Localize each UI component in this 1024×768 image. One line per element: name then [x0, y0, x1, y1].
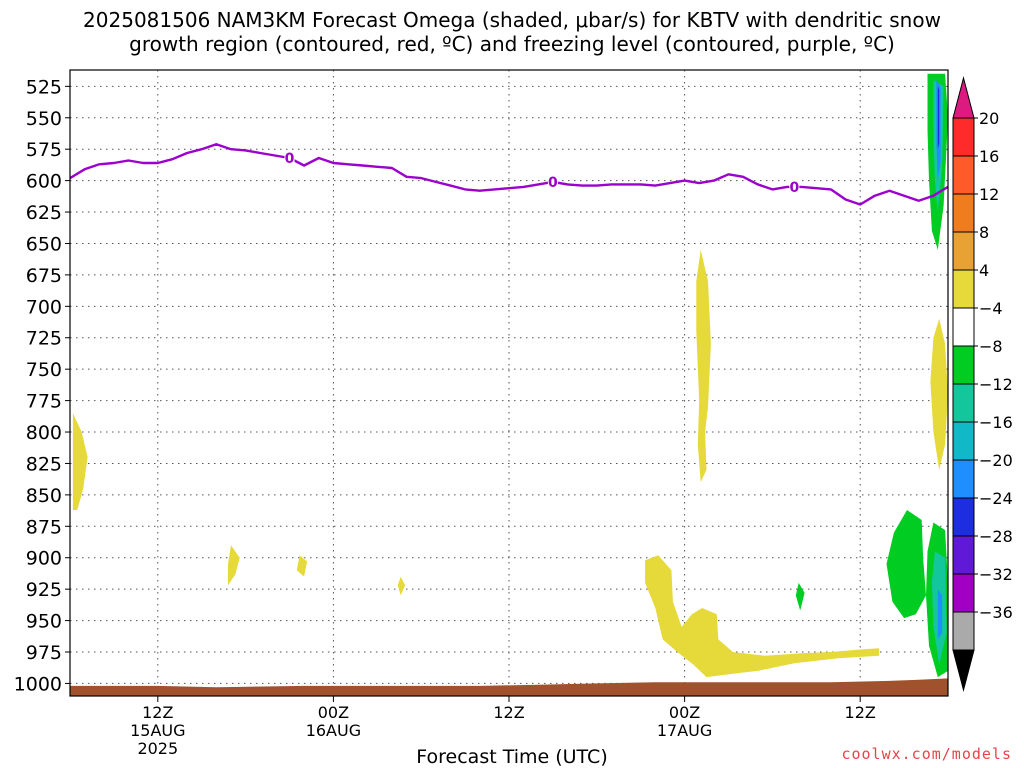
colorbar-bottom-arrow	[952, 649, 975, 692]
omega-region-14	[937, 589, 943, 640]
y-tick-label-625: 625	[26, 202, 62, 224]
colorbar-label-1: 16	[979, 147, 999, 166]
terrain-fill	[70, 678, 948, 696]
freezing-level-label-2: 0	[789, 180, 799, 196]
terrain-polygon	[70, 678, 948, 696]
y-tick-label-825: 825	[26, 453, 62, 475]
y-tick-label-775: 775	[26, 391, 62, 413]
colorbar-label-12: −32	[979, 565, 1013, 584]
colorbar-swatch-11	[952, 535, 975, 575]
omega-region-5	[645, 555, 880, 678]
y-tick-label-875: 875	[26, 516, 62, 538]
freezing-label-bg-1	[547, 173, 558, 189]
colorbar-swatch-10	[952, 497, 975, 537]
y-tick-label-800: 800	[26, 422, 62, 444]
y-tick-label-950: 950	[26, 611, 62, 633]
x-tick-label-3-1: 17AUG	[657, 721, 712, 740]
y-tick-label-600: 600	[26, 171, 62, 193]
colorbar-swatch-8	[952, 421, 975, 461]
x-tick-label-1-1: 16AUG	[306, 721, 361, 740]
y-tick-label-525: 525	[26, 76, 62, 98]
colorbar-label-6: −8	[979, 337, 1003, 356]
colorbar-label-2: 12	[979, 185, 999, 204]
colorbar-swatch-6	[952, 345, 975, 385]
colorbar-swatch-5	[952, 307, 975, 347]
omega-region-6	[930, 318, 948, 470]
x-tick-label-0-2: 2025	[137, 739, 178, 758]
colorbar-top-arrow	[952, 76, 975, 119]
colorbar-label-4: 4	[979, 261, 989, 280]
x-tick-label-4-0: 12Z	[845, 703, 876, 722]
x-tick-label-1-0: 00Z	[318, 703, 349, 722]
y-tick-label-675: 675	[26, 265, 62, 287]
x-tick-label-2-0: 12Z	[493, 703, 524, 722]
colorbar-swatch-0	[952, 117, 975, 157]
omega-region-2	[296, 555, 308, 577]
chart-title-line-1: 2025081506 NAM3KM Forecast Omega (shaded…	[83, 8, 941, 32]
colorbar-label-8: −16	[979, 413, 1013, 432]
y-tick-label-575: 575	[26, 139, 62, 161]
omega-region-7	[886, 510, 926, 619]
y-tick-label-975: 975	[26, 642, 62, 664]
colorbar-swatch-7	[952, 383, 975, 423]
colorbar-label-7: −12	[979, 375, 1013, 394]
chart-title-line-2: growth region (contoured, red, ºC) and f…	[129, 32, 895, 56]
freezing-label-bg-0	[284, 149, 295, 165]
omega-region-8	[795, 582, 805, 611]
omega-region-3	[397, 576, 406, 596]
freezing-level-line	[70, 142, 948, 206]
colorbar-swatch-13	[952, 611, 975, 651]
freezing-level-label-1: 0	[548, 175, 558, 191]
colorbar-label-10: −24	[979, 489, 1013, 508]
credit-text: coolwx.com/models	[841, 745, 1012, 763]
colorbar: 20 16 12 8 4 −4 −8 −12 −16 −20 −24 −28 −32 −36	[952, 76, 1013, 692]
y-tick-label-925: 925	[26, 579, 62, 601]
y-tick-label-550: 550	[26, 108, 62, 130]
colorbar-swatch-9	[952, 459, 975, 499]
colorbar-label-11: −28	[979, 527, 1013, 546]
colorbar-label-0: 20	[979, 109, 999, 128]
x-tick-label-0-1: 15AUG	[130, 721, 185, 740]
colorbar-label-3: 8	[979, 223, 989, 242]
y-tick-label-725: 725	[26, 328, 62, 350]
omega-shading	[72, 73, 948, 678]
colorbar-swatch-2	[952, 193, 975, 233]
x-tick-label-3-0: 00Z	[669, 703, 700, 722]
y-tick-label-750: 750	[26, 359, 62, 381]
colorbar-swatch-3	[952, 231, 975, 271]
colorbar-label-5: −4	[979, 299, 1003, 318]
omega-region-4	[696, 249, 711, 483]
x-tick-label-0-0: 12Z	[142, 703, 173, 722]
freezing-label-bg-2	[789, 178, 800, 194]
y-tick-label-700: 700	[26, 296, 62, 318]
x-axis-title: Forecast Time (UTC)	[416, 746, 608, 768]
colorbar-swatch-1	[952, 155, 975, 195]
y-tick-label-1000: 1000	[14, 673, 62, 695]
freezing-level-label-0: 0	[285, 151, 295, 167]
y-tick-label-900: 900	[26, 548, 62, 570]
grid-lines	[70, 70, 948, 696]
omega-region-0	[72, 413, 88, 510]
y-tick-label-650: 650	[26, 233, 62, 255]
colorbar-label-13: −36	[979, 603, 1013, 622]
y-axis: 525 550 575 600 625 650 675 700 725 750 775 800 825 8…	[14, 76, 70, 695]
colorbar-label-9: −20	[979, 451, 1013, 470]
freezing-level-contour: 0 0 0	[70, 142, 948, 206]
omega-region-15	[937, 86, 940, 150]
colorbar-swatch-12	[952, 573, 975, 613]
colorbar-swatch-4	[952, 269, 975, 309]
y-tick-label-850: 850	[26, 485, 62, 507]
omega-region-1	[228, 545, 240, 586]
